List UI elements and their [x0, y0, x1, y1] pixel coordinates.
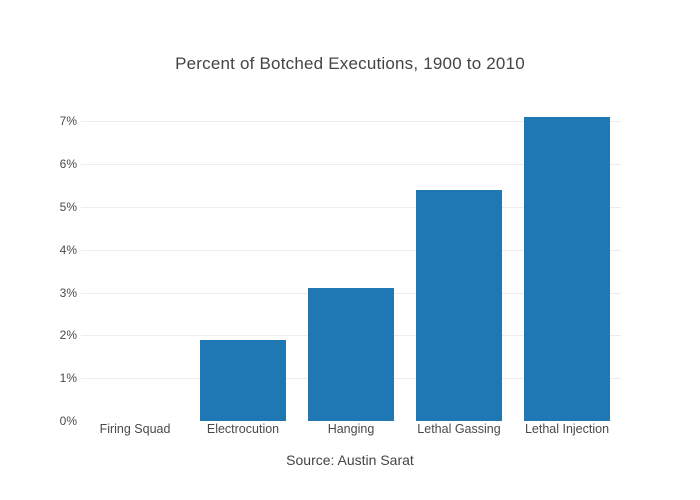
- y-tick-label: 6%: [59, 157, 77, 172]
- bar-lethal-gassing: [416, 189, 502, 421]
- x-tick-label: Hanging: [327, 422, 375, 436]
- y-tick-label: 2%: [59, 328, 77, 343]
- bar-hanging: [308, 288, 394, 421]
- y-gridline: [81, 164, 621, 166]
- y-tick-label: 0%: [59, 414, 77, 428]
- y-tick-label: 7%: [59, 114, 77, 129]
- y-tick-label: 5%: [59, 200, 77, 214]
- chart-title: Percent of Botched Executions, 1900 to 2…: [175, 54, 525, 73]
- y-gridline: [81, 207, 621, 208]
- x-tick-label: Firing Squad: [99, 422, 171, 436]
- y-tick-label: 3%: [59, 285, 77, 300]
- bar-lethal-injection: [524, 117, 610, 421]
- x-tick-label: Lethal Injection: [524, 422, 610, 436]
- x-tick-label: Electrocution: [206, 422, 280, 436]
- source-caption: Source: Austin Sarat: [286, 452, 414, 468]
- y-gridline: [81, 121, 621, 123]
- y-tick-label: 1%: [59, 371, 77, 386]
- y-gridline: [81, 249, 621, 251]
- bar-electrocution: [200, 339, 286, 421]
- y-tick-label: 4%: [59, 242, 77, 257]
- x-tick-label: Lethal Gassing: [417, 422, 501, 436]
- plot-area: [81, 100, 621, 421]
